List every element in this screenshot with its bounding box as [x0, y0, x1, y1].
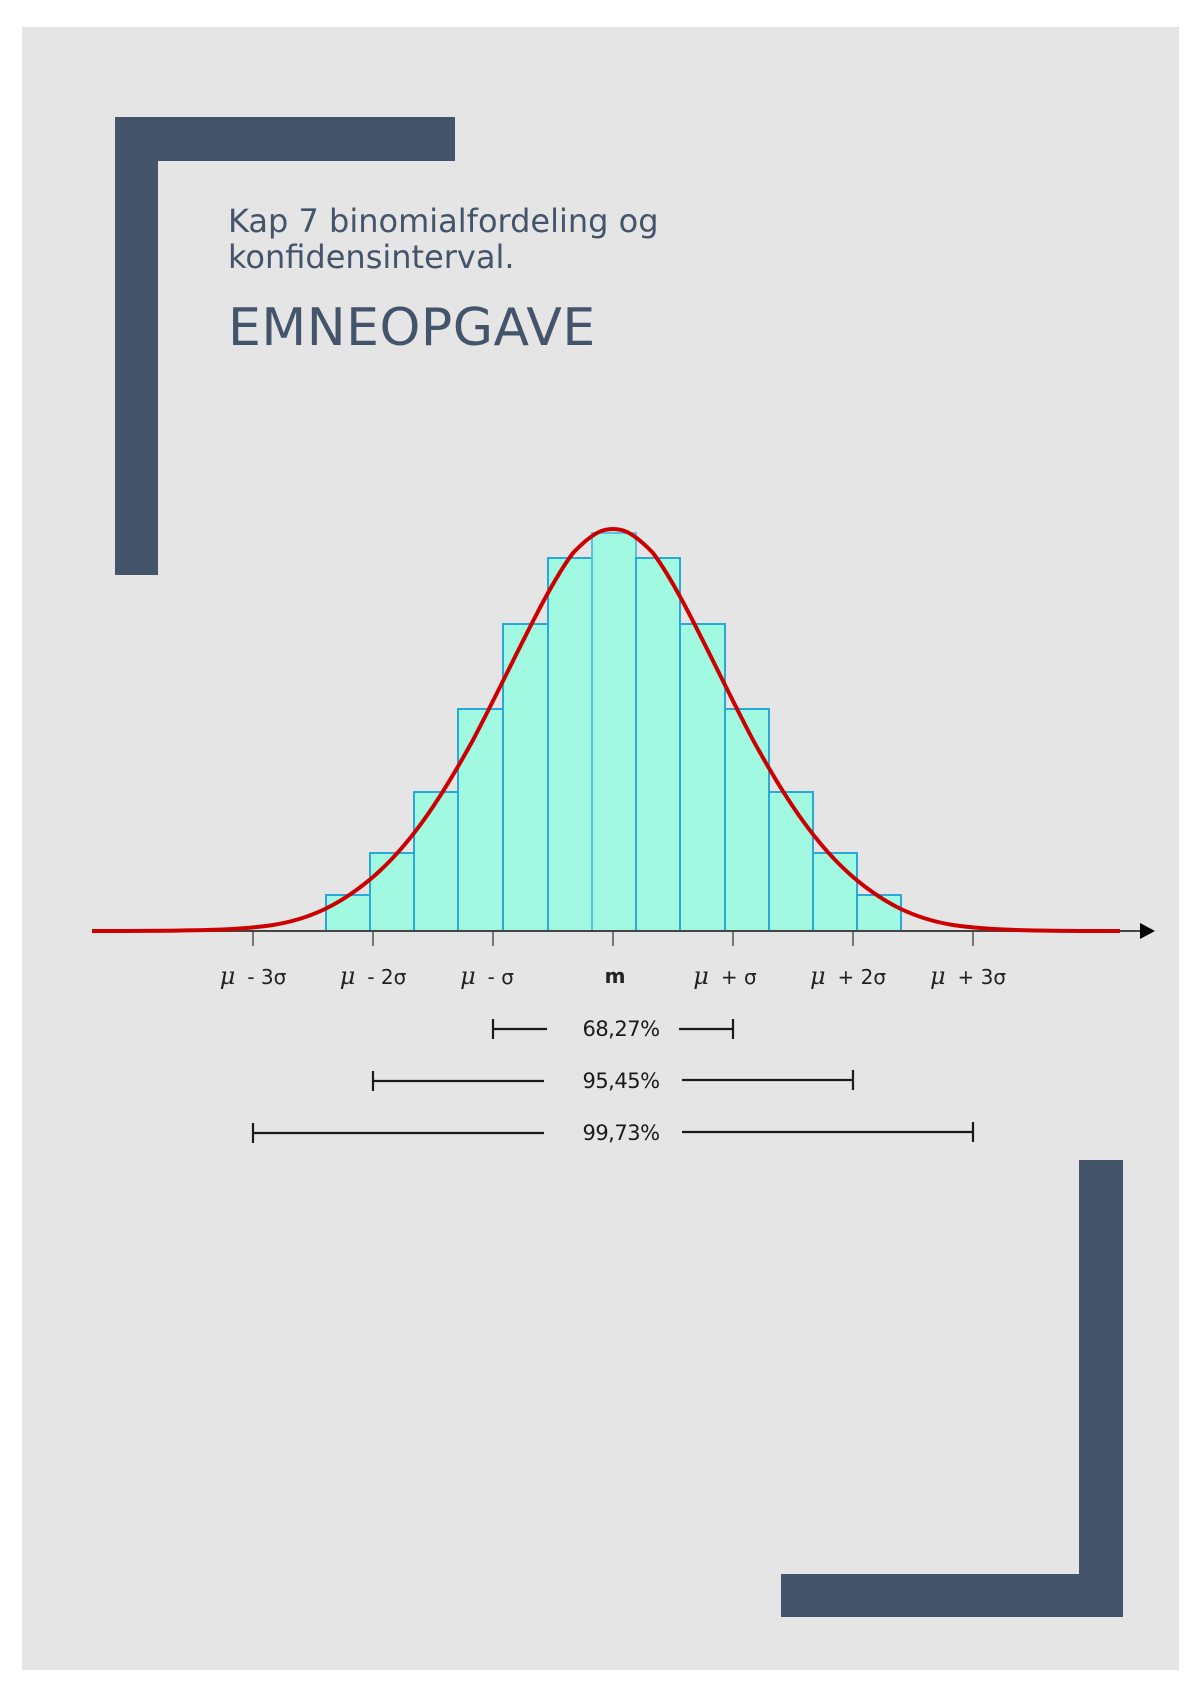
normal-distribution-chart: [91, 526, 1155, 1143]
histogram-bar: [547, 557, 593, 932]
interval-label-2sigma: 95,45%: [582, 1069, 660, 1093]
document-subtitle: Kap 7 binomialfordeling og konfidensinte…: [228, 202, 659, 276]
tick-label-mu-minus-3sigma: μ- 3σ: [219, 962, 287, 990]
histogram-bar: [413, 791, 459, 932]
histogram-bars: [325, 532, 902, 932]
histogram-bar: [591, 532, 637, 932]
histogram-bar: [635, 557, 681, 932]
histogram-bar: [724, 708, 770, 932]
document-title: EMNEOPGAVE: [228, 298, 596, 358]
histogram-bar: [768, 791, 814, 932]
axis-arrow-icon: [1140, 923, 1155, 939]
histogram-bar: [325, 894, 371, 932]
corner-bracket-bottom-horizontal: [781, 1574, 1123, 1617]
corner-bracket-bottom-vertical: [1079, 1160, 1123, 1617]
tick-label-mu-plus-3sigma: μ + 3σ: [929, 962, 1007, 990]
corner-bracket-top-horizontal: [115, 117, 455, 161]
interval-brackets: [251, 1019, 975, 1143]
histogram-bar: [812, 852, 858, 932]
x-axis-ticks: [252, 932, 974, 946]
histogram-bar: [856, 894, 902, 932]
tick-label-mean: m: [604, 964, 626, 988]
tick-label-mu-plus-sigma: μ + σ: [693, 962, 757, 990]
tick-label-mu-minus-2sigma: μ- 2σ: [339, 962, 407, 990]
histogram-bar: [369, 852, 415, 932]
interval-label-3sigma: 99,73%: [582, 1121, 660, 1145]
corner-bracket-top-vertical: [115, 117, 158, 575]
tick-label-mu-plus-2sigma: μ + 2σ: [809, 962, 887, 990]
interval-label-1sigma: 68,27%: [582, 1017, 660, 1041]
histogram-bar: [457, 708, 504, 932]
normal-curve: [91, 526, 1121, 933]
tick-label-mu-minus-sigma: μ- σ: [460, 962, 514, 990]
